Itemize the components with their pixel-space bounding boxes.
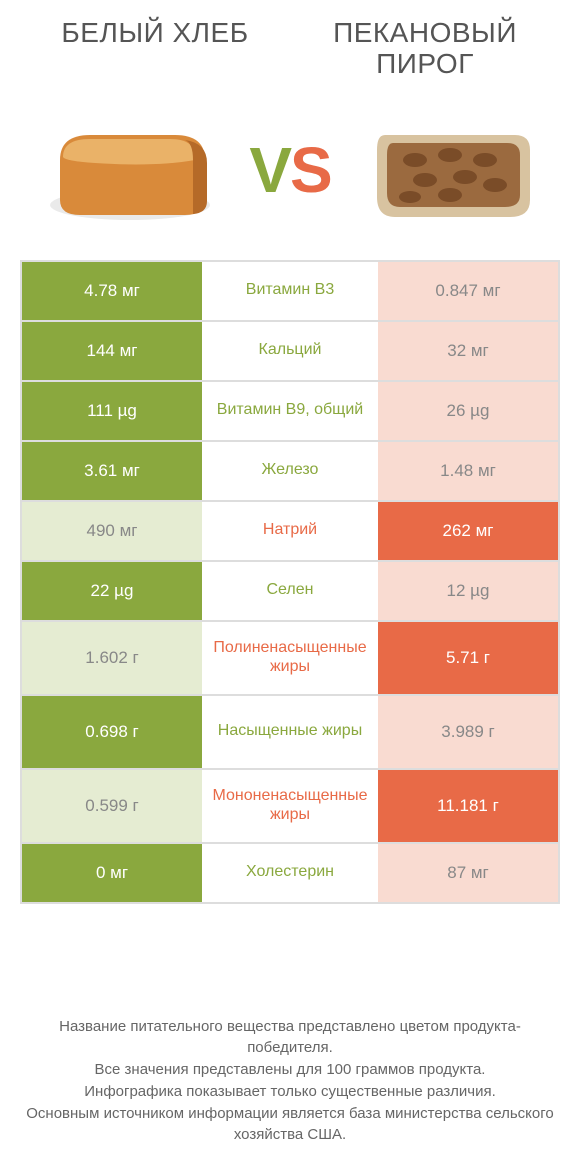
footnote-line: Инфографика показывает только существенн…	[84, 1083, 496, 1100]
vs-v: V	[249, 134, 290, 206]
right-value: 3.989 г	[378, 696, 558, 768]
right-value: 1.48 мг	[378, 442, 558, 500]
nutrient-name: Витамин B9, общий	[202, 382, 378, 440]
nutrient-name: Холестерин	[202, 844, 378, 902]
titles-row: БЕЛЫЙ ХЛЕБ ПЕКАНОВЫЙ ПИРОГ	[0, 0, 580, 90]
title-left: БЕЛЫЙ ХЛЕБ	[20, 18, 290, 80]
left-value: 0.698 г	[22, 696, 202, 768]
left-value: 0 мг	[22, 844, 202, 902]
vs-label: VS	[249, 133, 330, 207]
nutrient-name: Витамин B3	[202, 262, 378, 320]
left-value: 490 мг	[22, 502, 202, 560]
table-row: 490 мгНатрий262 мг	[22, 500, 558, 560]
table-row: 0.599 гМононенасыщенные жиры11.181 г	[22, 768, 558, 842]
right-value: 87 мг	[378, 844, 558, 902]
right-value: 262 мг	[378, 502, 558, 560]
right-value: 11.181 г	[378, 770, 558, 842]
footnote-line: Все значения представлены для 100 граммо…	[95, 1061, 486, 1078]
left-value: 22 µg	[22, 562, 202, 620]
right-value: 26 µg	[378, 382, 558, 440]
vs-s: S	[290, 134, 331, 206]
table-row: 0 мгХолестерин87 мг	[22, 842, 558, 902]
left-value: 1.602 г	[22, 622, 202, 694]
right-value: 5.71 г	[378, 622, 558, 694]
nutrient-name: Полиненасыщенные жиры	[202, 622, 378, 694]
table-row: 3.61 мгЖелезо1.48 мг	[22, 440, 558, 500]
table-row: 111 µgВитамин B9, общий26 µg	[22, 380, 558, 440]
pie-image	[350, 100, 550, 240]
right-value: 0.847 мг	[378, 262, 558, 320]
left-value: 111 µg	[22, 382, 202, 440]
nutrient-name: Кальций	[202, 322, 378, 380]
right-value: 32 мг	[378, 322, 558, 380]
nutrient-name: Натрий	[202, 502, 378, 560]
left-value: 144 мг	[22, 322, 202, 380]
table-row: 0.698 гНасыщенные жиры3.989 г	[22, 694, 558, 768]
table-row: 1.602 гПолиненасыщенные жиры5.71 г	[22, 620, 558, 694]
nutrient-name: Насыщенные жиры	[202, 696, 378, 768]
bread-image	[30, 100, 230, 240]
left-value: 0.599 г	[22, 770, 202, 842]
table-row: 144 мгКальций32 мг	[22, 320, 558, 380]
footnote-line: Основным источником информации является …	[26, 1105, 553, 1144]
table-row: 22 µgСелен12 µg	[22, 560, 558, 620]
right-value: 12 µg	[378, 562, 558, 620]
footnote-line: Название питательного вещества представл…	[59, 1018, 521, 1057]
comparison-table: 4.78 мгВитамин B30.847 мг144 мгКальций32…	[20, 260, 560, 904]
nutrient-name: Селен	[202, 562, 378, 620]
images-row: VS	[0, 90, 580, 260]
table-row: 4.78 мгВитамин B30.847 мг	[22, 260, 558, 320]
footnote: Название питательного вещества представл…	[0, 1016, 580, 1147]
nutrient-name: Железо	[202, 442, 378, 500]
title-right: ПЕКАНОВЫЙ ПИРОГ	[290, 18, 560, 80]
nutrient-name: Мононенасыщенные жиры	[202, 770, 378, 842]
left-value: 4.78 мг	[22, 262, 202, 320]
left-value: 3.61 мг	[22, 442, 202, 500]
